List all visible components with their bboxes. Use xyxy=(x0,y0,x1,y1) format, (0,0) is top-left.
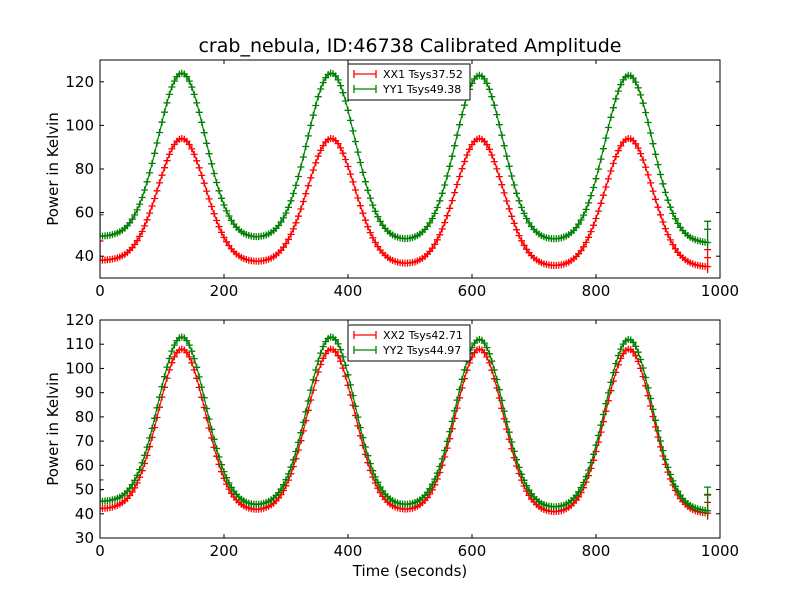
legend-label: YY2 Tsys44.97 xyxy=(382,344,461,357)
y-tick-label: 40 xyxy=(75,505,94,523)
x-tick-label: 600 xyxy=(458,542,487,560)
series-edge-markers xyxy=(100,240,712,274)
legend-label: XX2 Tsys42.71 xyxy=(383,329,463,342)
y-tick-label: 30 xyxy=(75,529,94,547)
legend-marker xyxy=(353,331,377,339)
x-tick-label: 0 xyxy=(95,282,105,300)
y-axis-label: Power in Kelvin xyxy=(44,372,62,486)
x-tick-label: 200 xyxy=(210,542,239,560)
series-edge-markers xyxy=(100,214,712,250)
legend-marker xyxy=(353,70,377,78)
legend-marker xyxy=(353,85,377,93)
y-tick-label: 100 xyxy=(65,116,94,134)
x-tick-label: 0 xyxy=(95,542,105,560)
x-tick-label: 400 xyxy=(334,282,363,300)
legend-box xyxy=(347,63,471,101)
x-tick-label: 1000 xyxy=(701,282,739,300)
legend: XX1 Tsys37.52 YY1 Tsys49.38 xyxy=(347,63,471,101)
x-tick-label: 800 xyxy=(582,542,611,560)
series-markers xyxy=(100,333,712,515)
legend-marker xyxy=(353,346,377,354)
y-tick-label: 120 xyxy=(65,73,94,91)
x-tick-label: 600 xyxy=(458,282,487,300)
series-markers xyxy=(100,135,712,271)
legend: XX2 Tsys42.71 YY2 Tsys44.97 xyxy=(347,324,471,362)
y-tick-label: 110 xyxy=(65,335,94,353)
y-tick-label: 80 xyxy=(75,160,94,178)
y-tick-label: 80 xyxy=(75,408,94,426)
series-2-2 xyxy=(100,333,712,518)
series-markers xyxy=(100,69,712,246)
legend-label: YY1 Tsys49.38 xyxy=(382,83,461,96)
y-tick-label: 60 xyxy=(75,204,94,222)
series-edge-markers xyxy=(100,479,712,518)
series-1-1 xyxy=(100,135,712,274)
axes-frame xyxy=(99,319,721,539)
x-tick-label: 200 xyxy=(210,282,239,300)
y-tick-label: 70 xyxy=(75,432,94,450)
legend-box xyxy=(347,324,471,362)
y-tick-label: 120 xyxy=(65,311,94,329)
x-tick-label: 800 xyxy=(582,282,611,300)
y-tick-label: 60 xyxy=(75,456,94,474)
y-tick-label: 50 xyxy=(75,481,94,499)
y-tick-label: 40 xyxy=(75,247,94,265)
bottom-panel: 0 200 400 600 800 1000 30 40 50 60 70 80 90 100 110 120… xyxy=(44,311,739,560)
y-tick-label: 90 xyxy=(75,384,94,402)
x-tick-label: 400 xyxy=(334,542,363,560)
top-panel: 0 200 400 600 800 1000 40 60 80 100 120 Power in Ke… xyxy=(44,59,739,300)
y-tick-label: 100 xyxy=(65,359,94,377)
series-1-2 xyxy=(100,69,712,250)
x-axis-label: Time (seconds) xyxy=(352,562,468,580)
y-axis-label: Power in Kelvin xyxy=(44,112,62,226)
x-tick-label: 1000 xyxy=(701,542,739,560)
chart-title: crab_nebula, ID:46738 Calibrated Amplitu… xyxy=(198,35,621,57)
legend-label: XX1 Tsys37.52 xyxy=(383,68,463,81)
